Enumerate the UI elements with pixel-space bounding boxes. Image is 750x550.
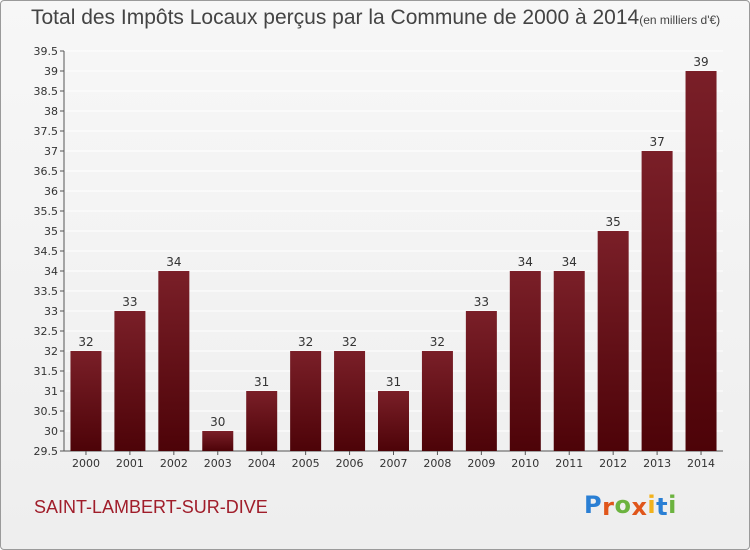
x-tick-label-2008: 2008 xyxy=(423,457,451,470)
logo-letter: t xyxy=(656,493,669,521)
y-tick-label: 30 xyxy=(44,425,58,438)
bar-2002 xyxy=(158,271,190,451)
logo-letter: r xyxy=(602,493,615,521)
y-tick-label: 33.5 xyxy=(34,285,59,298)
bar-2011 xyxy=(553,271,585,451)
logo-letter: P xyxy=(584,491,603,519)
y-tick-label: 32 xyxy=(44,345,58,358)
x-tick-label-2014: 2014 xyxy=(687,457,715,470)
bar-2010 xyxy=(509,271,541,451)
data-labels: 32 33 34 30 31 32 32 31 32 33 34 34 35 37 39 xyxy=(78,55,708,429)
bar-2007 xyxy=(378,391,409,451)
data-label-2014: 39 xyxy=(693,55,708,69)
logo-letter: x xyxy=(631,493,648,521)
x-tick-label-2004: 2004 xyxy=(248,457,276,470)
bar-2009 xyxy=(465,311,497,451)
data-label-2011: 34 xyxy=(562,255,577,269)
chart-title-unit: (en milliers d'€) xyxy=(639,13,721,27)
y-tick-label: 39.5 xyxy=(34,45,59,58)
x-tick-label-2007: 2007 xyxy=(380,457,408,470)
y-tick-label: 30.5 xyxy=(34,405,59,418)
data-label-2002: 34 xyxy=(166,255,181,269)
bars xyxy=(70,71,717,451)
y-tick-label: 39 xyxy=(44,65,58,78)
bar-2005 xyxy=(290,351,322,451)
bar-2003 xyxy=(202,431,234,451)
data-label-2013: 37 xyxy=(649,135,664,149)
data-label-2004: 31 xyxy=(254,375,269,389)
data-label-2012: 35 xyxy=(606,215,621,229)
x-tick-label-2011: 2011 xyxy=(555,457,583,470)
bar-2013 xyxy=(641,151,673,451)
data-label-2003: 30 xyxy=(210,415,225,429)
y-tick-label: 36.5 xyxy=(34,165,59,178)
bar-2012 xyxy=(597,231,629,451)
x-tick-label-2002: 2002 xyxy=(160,457,188,470)
y-tick-label: 38 xyxy=(44,105,58,118)
y-tick-label: 35.5 xyxy=(34,205,59,218)
y-tick-label: 37.5 xyxy=(34,125,59,138)
data-label-2010: 34 xyxy=(518,255,533,269)
x-tick-labels: 2000 2001 2002 2003 2004 2005 2006 2007 2008 2009… xyxy=(72,451,715,470)
x-tick-label-2001: 2001 xyxy=(116,457,144,470)
logo-letter: o xyxy=(614,491,632,519)
y-tick-label: 34 xyxy=(44,265,58,278)
y-tick-label: 29.5 xyxy=(34,445,59,458)
x-tick-label-2013: 2013 xyxy=(643,457,671,470)
bar-2000 xyxy=(70,351,102,451)
x-tick-label-2009: 2009 xyxy=(467,457,495,470)
chart-title: Total des Impôts Locaux perçus par la Co… xyxy=(31,6,720,30)
y-tick-label: 38.5 xyxy=(34,85,59,98)
data-label-2001: 33 xyxy=(122,295,137,309)
data-label-2009: 33 xyxy=(474,295,489,309)
bar-2004 xyxy=(246,391,278,451)
chart-title-main: Total des Impôts Locaux perçus par la Co… xyxy=(31,6,640,29)
x-tick-label-2000: 2000 xyxy=(72,457,100,470)
y-tick-label: 31.5 xyxy=(34,365,59,378)
y-tick-labels: 29.5 30 30.5 31 31.5 32 32.5 33 33.5 34 34.5 35 35.5… xyxy=(34,45,59,458)
data-label-2007: 31 xyxy=(386,375,401,389)
logo-letter: i xyxy=(647,491,657,519)
logo-letter: i xyxy=(668,491,677,519)
data-label-2005: 32 xyxy=(298,335,313,349)
bar-2008 xyxy=(421,351,453,451)
y-tick-label: 36 xyxy=(44,185,58,198)
data-label-2006: 32 xyxy=(342,335,357,349)
x-tick-label-2012: 2012 xyxy=(599,457,627,470)
y-tick-label: 31 xyxy=(44,385,58,398)
x-tick-label-2010: 2010 xyxy=(511,457,539,470)
y-tick-label: 35 xyxy=(44,225,58,238)
data-label-2000: 32 xyxy=(78,335,93,349)
x-tick-label-2005: 2005 xyxy=(292,457,320,470)
y-tick-label: 37 xyxy=(44,145,58,158)
data-label-2008: 32 xyxy=(430,335,445,349)
bar-2001 xyxy=(114,311,146,451)
x-tick-label-2003: 2003 xyxy=(204,457,232,470)
bar-2014 xyxy=(685,71,717,451)
proxiti-logo[interactable]: Proxiti xyxy=(584,491,677,521)
x-tick-label-2006: 2006 xyxy=(336,457,364,470)
y-tick-label: 33 xyxy=(44,305,58,318)
bar-2006 xyxy=(334,351,366,451)
commune-name: SAINT-LAMBERT-SUR-DIVE xyxy=(34,497,268,517)
y-tick-label: 34.5 xyxy=(34,245,59,258)
y-tick-label: 32.5 xyxy=(34,325,59,338)
